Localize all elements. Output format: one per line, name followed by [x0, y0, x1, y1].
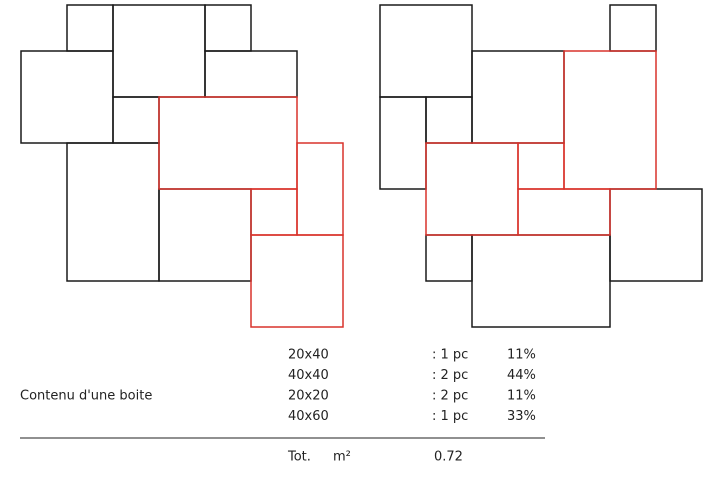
percentage: 33%	[507, 409, 536, 424]
tile-size: 20x20	[288, 389, 329, 404]
tile	[425, 234, 473, 282]
tile-highlight	[250, 188, 298, 236]
tile	[112, 4, 206, 98]
tile-highlight	[517, 142, 565, 190]
piece-count: : 1 pc	[432, 409, 468, 424]
percentage: 11%	[507, 348, 536, 363]
pattern-right	[379, 4, 703, 328]
tile	[20, 50, 114, 144]
pattern-left	[20, 4, 344, 328]
tile	[379, 96, 427, 190]
total-unit: m²	[333, 450, 351, 465]
total-label: Tot.	[287, 450, 311, 465]
tile	[379, 4, 473, 98]
tile	[471, 234, 611, 328]
tile	[66, 4, 114, 52]
piece-count: : 1 pc	[432, 348, 468, 363]
tile-highlight	[563, 50, 657, 190]
tile	[204, 4, 252, 52]
tile	[112, 96, 160, 144]
tile	[158, 188, 252, 282]
tile-highlight	[250, 234, 344, 328]
tile	[609, 188, 703, 282]
tile	[66, 142, 160, 282]
box-label: Contenu d'une boite	[20, 389, 152, 404]
tile-highlight	[425, 142, 519, 236]
tile-highlight	[158, 96, 298, 190]
total-value: 0.72	[434, 450, 463, 465]
tile-size: 40x60	[288, 409, 329, 424]
percentage: 11%	[507, 389, 536, 404]
tile-size: 20x40	[288, 348, 329, 363]
piece-count: : 2 pc	[432, 368, 468, 383]
tile-highlight	[296, 142, 344, 236]
tile	[425, 96, 473, 144]
tile	[609, 4, 657, 52]
tile-size: 40x40	[288, 368, 329, 383]
tile-highlight	[517, 188, 611, 236]
tile	[471, 50, 565, 144]
content-rows: 20x40 : 1 pc 11% 40x40 : 2 pc 44% 20x20 : 2 pc 1…	[288, 348, 536, 425]
tile	[204, 50, 298, 98]
piece-count: : 2 pc	[432, 389, 468, 404]
percentage: 44%	[507, 368, 536, 383]
